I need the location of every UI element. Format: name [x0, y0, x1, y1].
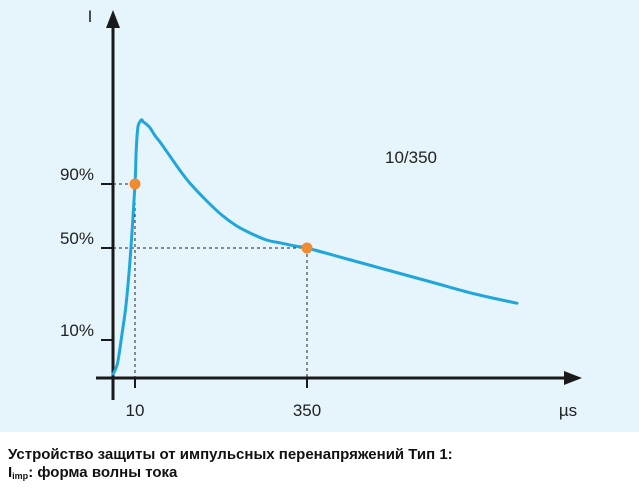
x-axis-arrowhead: [564, 371, 582, 385]
caption-current-subscript: imp: [12, 471, 29, 481]
x-tick-label: 350: [293, 401, 321, 420]
caption-line-2-text: : форма волны тока: [28, 464, 178, 481]
y-axis-label: I: [88, 7, 93, 26]
figure-caption: Устройство защиты от импульсных перенапр…: [8, 446, 628, 485]
caption-current-symbol: I: [8, 464, 13, 481]
y-tick-label: 10%: [60, 321, 94, 340]
caption-line-2: Iimp: форма волны тока: [8, 464, 628, 485]
current-waveform-line: [111, 118, 519, 376]
waveform-marker-point: [129, 178, 141, 190]
caption-line-1: Устройство защиты от импульсных перенапр…: [8, 446, 453, 463]
curve-label: 10/350: [385, 148, 437, 167]
y-tick-label: 90%: [60, 165, 94, 184]
x-tick-label: 10: [126, 401, 145, 420]
waveform-marker-point: [301, 242, 313, 254]
y-axis-arrowhead: [106, 10, 120, 28]
chart-svg: 10% 50% 90% 10 350 Iµs 10/350: [60, 7, 582, 420]
x-axis-label: µs: [559, 401, 577, 420]
y-tick-label: 50%: [60, 229, 94, 248]
